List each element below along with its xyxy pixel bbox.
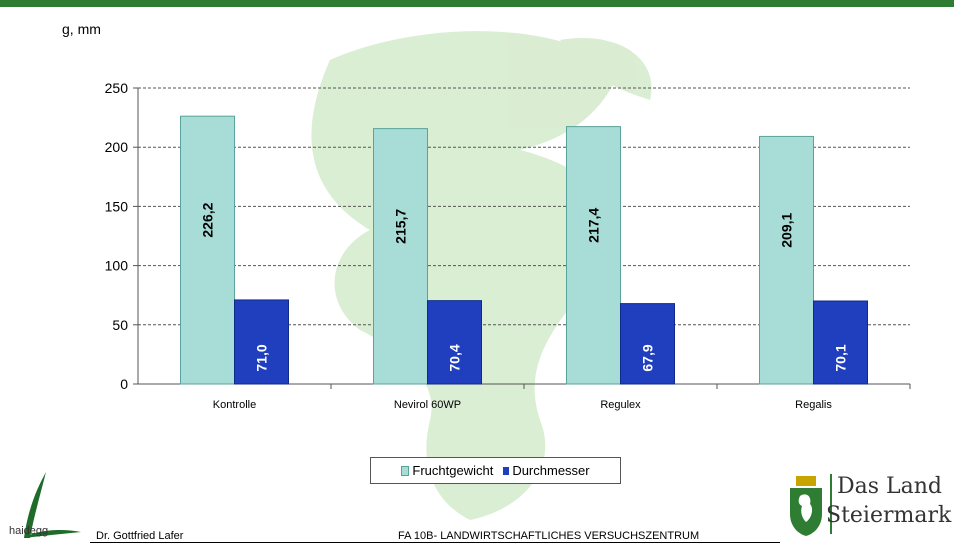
top-accent-bar	[0, 0, 954, 7]
land-logo-line1: Das Land	[837, 474, 943, 499]
footer-institute: FA 10B- LANDWIRTSCHAFTLICHES VERSUCHSZEN…	[398, 530, 700, 542]
legend-item-fruchtgewicht: Fruchtgewicht	[401, 463, 493, 478]
y-tick-label: 0	[120, 376, 128, 392]
bar-durchmesser-3	[813, 300, 868, 385]
styrian-panther-crest-icon	[790, 476, 822, 536]
y-tick-label: 50	[112, 317, 128, 333]
x-tick-label: Kontrolle	[213, 399, 256, 411]
data-label-fruchtgewicht-0: 226,2	[200, 202, 216, 237]
legend-label-durchmesser: Durchmesser	[512, 463, 590, 478]
bar-fruchtgewicht-0	[180, 115, 235, 385]
land-logo-bar	[830, 474, 832, 534]
y-tick-label: 100	[105, 258, 129, 274]
x-tick-label: Regalis	[795, 399, 832, 411]
bar-fruchtgewicht-3	[759, 135, 814, 385]
data-label-durchmesser-1: 70,4	[447, 344, 463, 371]
x-tick-label: Regulex	[600, 399, 641, 411]
data-label-durchmesser-2: 67,9	[640, 344, 656, 371]
y-tick-label: 250	[105, 80, 129, 96]
haidegg-logo-text: haidegg	[9, 525, 49, 537]
chart-legend: Fruchtgewicht Durchmesser	[370, 457, 621, 484]
data-label-fruchtgewicht-3: 209,1	[779, 212, 795, 247]
legend-label-fruchtgewicht: Fruchtgewicht	[412, 463, 494, 478]
legend-item-durchmesser: Durchmesser	[503, 463, 590, 478]
x-tick-label: Nevirol 60WP	[394, 399, 461, 411]
bar-durchmesser-0	[234, 299, 289, 385]
legend-swatch-durchmesser	[503, 466, 510, 475]
bar-durchmesser-2	[620, 303, 675, 385]
y-tick-label: 150	[105, 198, 129, 214]
y-tick-label: 200	[105, 139, 129, 155]
data-label-durchmesser-0: 71,0	[254, 344, 270, 371]
y-axis-units-label: g, mm	[62, 21, 101, 37]
footer-author: Dr. Gottfried Lafer	[96, 530, 184, 542]
data-label-durchmesser-3: 70,1	[833, 344, 849, 371]
legend-swatch-fruchtgewicht	[401, 465, 410, 476]
land-logo-line2: Steiermark	[826, 503, 952, 528]
leaf-logo-icon	[24, 472, 81, 538]
data-label-fruchtgewicht-1: 215,7	[393, 209, 409, 244]
bar-fruchtgewicht-2	[566, 126, 621, 385]
bar-fruchtgewicht-1	[373, 128, 428, 385]
data-label-fruchtgewicht-2: 217,4	[586, 208, 602, 243]
footer-divider	[90, 542, 780, 543]
bar-durchmesser-1	[427, 300, 482, 385]
